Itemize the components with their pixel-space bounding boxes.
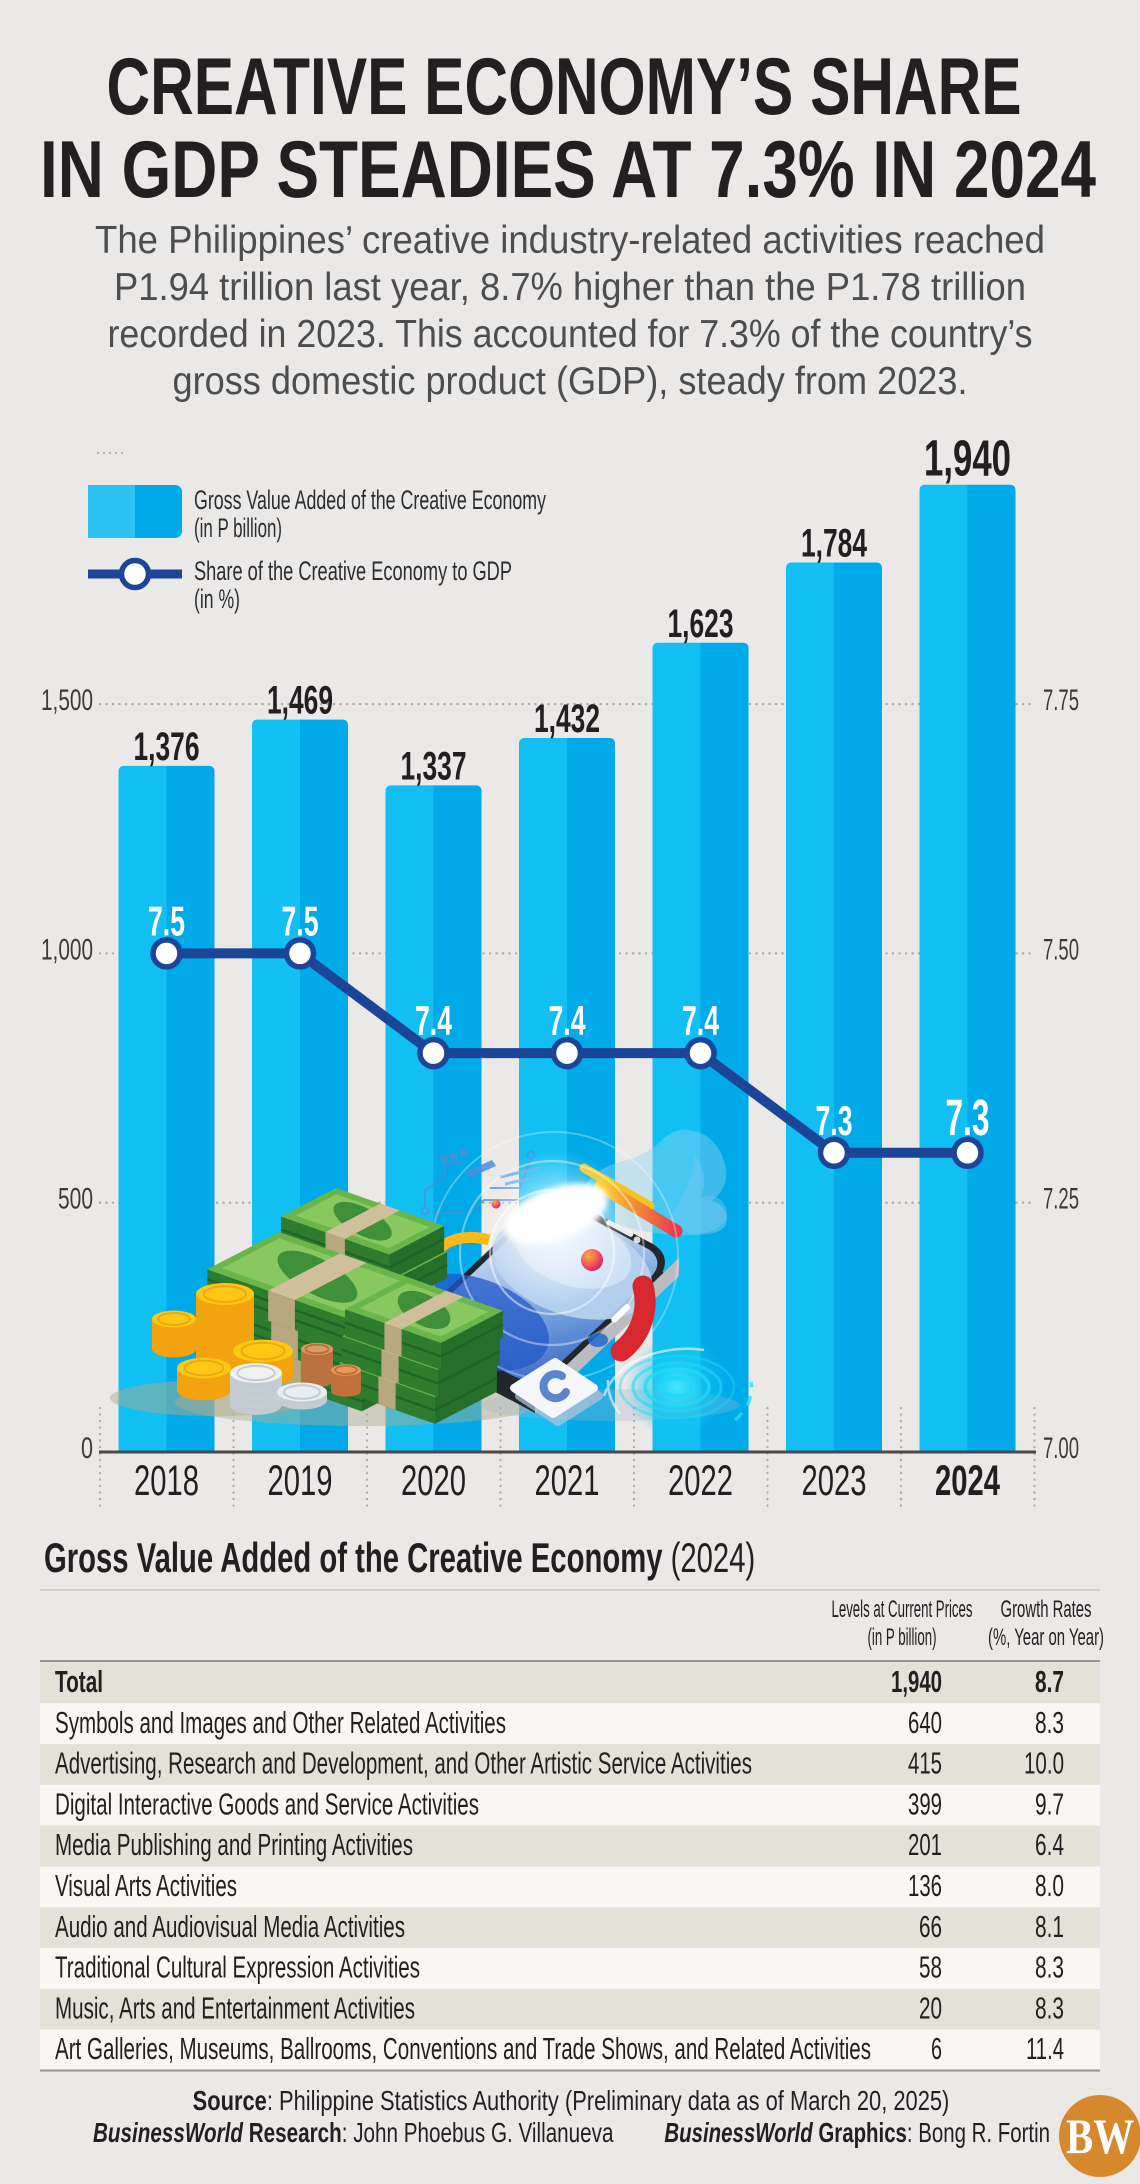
svg-text:Audio and Audiovisual Media Ac: Audio and Audiovisual Media Activities bbox=[55, 1909, 405, 1944]
svg-text:Traditional Cultural Expressio: Traditional Cultural Expression Activiti… bbox=[55, 1950, 420, 1985]
svg-text:Growth Rates: Growth Rates bbox=[1001, 1596, 1092, 1623]
svg-text:The Philippines’ creative indu: The Philippines’ creative industry-relat… bbox=[95, 219, 1045, 262]
svg-text:(in P billion): (in P billion) bbox=[194, 513, 282, 543]
svg-text:8.3: 8.3 bbox=[1035, 1950, 1064, 1985]
svg-text:Symbols and Images and Other R: Symbols and Images and Other Related Act… bbox=[55, 1705, 506, 1740]
svg-text:1,469: 1,469 bbox=[267, 679, 333, 723]
svg-text:7.50: 7.50 bbox=[1043, 933, 1079, 966]
svg-text:8.0: 8.0 bbox=[1035, 1868, 1064, 1903]
svg-text:9.7: 9.7 bbox=[1035, 1786, 1064, 1821]
svg-text:136: 136 bbox=[908, 1868, 942, 1903]
svg-text:7.3: 7.3 bbox=[946, 1089, 990, 1146]
svg-text:2024: 2024 bbox=[935, 1457, 1000, 1505]
svg-text:7.4: 7.4 bbox=[415, 997, 452, 1044]
svg-text:2019: 2019 bbox=[268, 1457, 333, 1505]
svg-text:Advertising, Research and Deve: Advertising, Research and Development, a… bbox=[55, 1746, 752, 1781]
svg-text:8.3: 8.3 bbox=[1035, 1705, 1064, 1740]
svg-text:2023: 2023 bbox=[802, 1457, 867, 1505]
svg-text:gross domestic product (GDP),: gross domestic product (GDP), steady fro… bbox=[173, 360, 968, 403]
svg-text:415: 415 bbox=[908, 1746, 942, 1781]
svg-text:BW: BW bbox=[1066, 2108, 1134, 2164]
svg-text:1,500: 1,500 bbox=[41, 684, 93, 717]
svg-text:7.00: 7.00 bbox=[1043, 1432, 1079, 1465]
svg-text:2020: 2020 bbox=[401, 1457, 466, 1505]
svg-text:11.4: 11.4 bbox=[1026, 2031, 1064, 2066]
svg-text:Art Galleries, Museums, Ballro: Art Galleries, Museums, Ballrooms, Conve… bbox=[55, 2031, 871, 2066]
svg-text:Source: Philippine Statistics: Source: Philippine Statistics Authority … bbox=[193, 2085, 950, 2116]
svg-text:20: 20 bbox=[919, 1990, 942, 2025]
svg-text:Visual Arts Activities: Visual Arts Activities bbox=[55, 1868, 237, 1903]
svg-text:recorded in 2023. This account: recorded in 2023. This accounted for 7.3… bbox=[108, 313, 1033, 356]
svg-text:(in P billion): (in P billion) bbox=[868, 1624, 937, 1651]
svg-text:7.5: 7.5 bbox=[148, 897, 185, 944]
svg-text:2022: 2022 bbox=[668, 1457, 733, 1505]
svg-text:P1.94 trillion last year, 8.7%: P1.94 trillion last year, 8.7% higher th… bbox=[114, 266, 1026, 309]
svg-text:Music, Arts and Entertainment: Music, Arts and Entertainment Activities bbox=[55, 1990, 415, 2025]
svg-text:10.0: 10.0 bbox=[1024, 1746, 1064, 1781]
svg-text:8.1: 8.1 bbox=[1035, 1909, 1064, 1944]
svg-text:Total: Total bbox=[55, 1664, 103, 1699]
svg-text:1,940: 1,940 bbox=[924, 430, 1011, 487]
svg-text:Media Publishing and Printing: Media Publishing and Printing Activities bbox=[55, 1827, 413, 1862]
svg-text:Digital Interactive Goods and: Digital Interactive Goods and Service Ac… bbox=[55, 1786, 479, 1821]
svg-text:58: 58 bbox=[919, 1950, 942, 1985]
svg-text:1,432: 1,432 bbox=[534, 697, 600, 741]
svg-text:1,337: 1,337 bbox=[401, 744, 467, 788]
svg-text:1,000: 1,000 bbox=[41, 933, 93, 966]
svg-text:8.3: 8.3 bbox=[1035, 1990, 1064, 2025]
svg-text:CREATIVE ECONOMY’S SHARE: CREATIVE ECONOMY’S SHARE bbox=[107, 42, 1022, 132]
svg-text:2018: 2018 bbox=[134, 1457, 199, 1505]
svg-text:Gross Value Added of the Creat: Gross Value Added of the Creative Econom… bbox=[44, 1534, 755, 1582]
svg-text:8.7: 8.7 bbox=[1035, 1664, 1064, 1699]
svg-text:7.4: 7.4 bbox=[682, 997, 719, 1044]
svg-text:7.3: 7.3 bbox=[816, 1097, 853, 1144]
svg-text:2021: 2021 bbox=[535, 1457, 600, 1505]
svg-text:1,376: 1,376 bbox=[134, 725, 200, 769]
svg-text:Levels at Current Prices: Levels at Current Prices bbox=[832, 1596, 973, 1623]
svg-text:6.4: 6.4 bbox=[1035, 1827, 1064, 1862]
svg-text:BusinessWorld Research: John P: BusinessWorld Research: John Phoebus G. … bbox=[93, 2118, 614, 2149]
svg-text:7.5: 7.5 bbox=[282, 897, 319, 944]
svg-text:7.75: 7.75 bbox=[1043, 684, 1079, 717]
svg-text:0: 0 bbox=[81, 1432, 93, 1465]
svg-text:Share of the Creative Economy: Share of the Creative Economy to GDP bbox=[194, 556, 512, 586]
svg-text:399: 399 bbox=[908, 1786, 942, 1821]
svg-text:Gross Value Added of the Creat: Gross Value Added of the Creative Econom… bbox=[194, 485, 546, 515]
svg-text:(%, Year on Year): (%, Year on Year) bbox=[988, 1624, 1104, 1651]
svg-text:640: 640 bbox=[908, 1705, 942, 1740]
svg-text:7.4: 7.4 bbox=[549, 997, 586, 1044]
svg-text:7.25: 7.25 bbox=[1043, 1183, 1079, 1216]
svg-text:(in %): (in %) bbox=[194, 584, 240, 614]
svg-text:1,940: 1,940 bbox=[891, 1664, 942, 1699]
svg-text:1,623: 1,623 bbox=[668, 602, 734, 646]
svg-text:IN GDP STEADIES AT 7.3% IN 202: IN GDP STEADIES AT 7.3% IN 2024 bbox=[40, 125, 1096, 215]
svg-text:66: 66 bbox=[919, 1909, 942, 1944]
svg-text:201: 201 bbox=[908, 1827, 942, 1862]
svg-text:1,784: 1,784 bbox=[801, 521, 867, 565]
svg-text:BusinessWorld Graphics: Bong R: BusinessWorld Graphics: Bong R. Fortin bbox=[664, 2118, 1050, 2149]
svg-text:6: 6 bbox=[931, 2031, 942, 2066]
svg-text:500: 500 bbox=[58, 1183, 93, 1216]
